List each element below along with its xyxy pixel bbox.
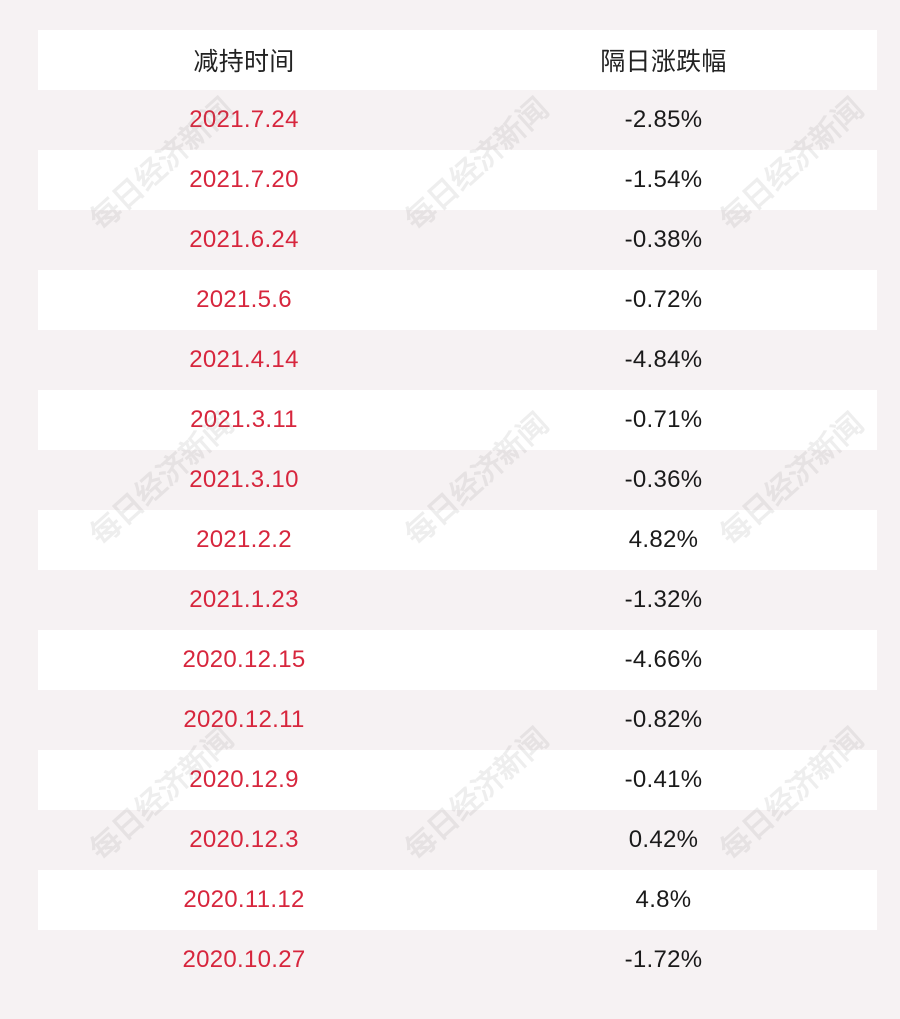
table-row: 2021.7.20 -1.54%: [38, 150, 877, 210]
reduction-date-cell: 2021.7.24: [189, 106, 299, 133]
table-row: 2020.12.3 0.42%: [38, 810, 877, 870]
reduction-date-cell: 2020.12.3: [189, 826, 299, 853]
reduction-date-cell: 2020.12.11: [183, 706, 305, 733]
reduction-date-cell: 2021.3.11: [190, 406, 298, 433]
reduction-date-cell: 2021.4.14: [189, 346, 299, 373]
next-day-change-cell: -0.72%: [624, 286, 703, 313]
table-row: 2021.4.14 -4.84%: [38, 330, 877, 390]
next-day-change-cell: -1.54%: [624, 166, 703, 193]
reduction-date-cell: 2021.7.20: [189, 166, 299, 193]
reduction-date-cell: 2020.12.15: [182, 646, 306, 673]
next-day-change-cell: 0.42%: [628, 826, 699, 853]
table-row: 2021.3.10 -0.36%: [38, 450, 877, 510]
reduction-date-cell: 2020.10.27: [182, 946, 306, 973]
reduction-date-cell: 2021.3.10: [189, 466, 299, 493]
next-day-change-cell: 4.82%: [628, 526, 699, 553]
table-body: 2021.7.24 -2.85% 2021.7.20 -1.54% 2021.6.24 -…: [38, 90, 877, 990]
table-row: 2020.12.15 -4.66%: [38, 630, 877, 690]
next-day-change-cell: 4.8%: [635, 886, 692, 913]
next-day-change-cell: -2.85%: [624, 106, 703, 133]
next-day-change-cell: -4.66%: [624, 646, 703, 673]
header-next-day-change: 隔日涨跌幅: [600, 48, 727, 76]
reduction-date-cell: 2021.1.23: [189, 586, 299, 613]
next-day-change-cell: -0.41%: [624, 766, 703, 793]
next-day-change-cell: -0.71%: [624, 406, 703, 433]
table-row: 2021.2.2 4.82%: [38, 510, 877, 570]
reduction-date-cell: 2021.5.6: [196, 286, 292, 313]
table-header-row: 减持时间 隔日涨跌幅: [38, 30, 877, 90]
next-day-change-cell: -0.36%: [624, 466, 703, 493]
reduction-table: 减持时间 隔日涨跌幅 2021.7.24 -2.85% 2021.7.20 -1.54…: [38, 30, 877, 990]
table-row: 2021.1.23 -1.32%: [38, 570, 877, 630]
next-day-change-cell: -1.72%: [624, 946, 703, 973]
table-row: 2021.5.6 -0.72%: [38, 270, 877, 330]
table-row: 2020.12.11 -0.82%: [38, 690, 877, 750]
next-day-change-cell: -0.38%: [624, 226, 703, 253]
table-row: 2020.11.12 4.8%: [38, 870, 877, 930]
table-row: 2021.3.11 -0.71%: [38, 390, 877, 450]
table-row: 2020.10.27 -1.72%: [38, 930, 877, 990]
reduction-date-cell: 2021.2.2: [196, 526, 292, 553]
reduction-date-cell: 2021.6.24: [189, 226, 299, 253]
table-row: 2021.7.24 -2.85%: [38, 90, 877, 150]
reduction-date-cell: 2020.12.9: [189, 766, 299, 793]
next-day-change-cell: -0.82%: [624, 706, 703, 733]
reduction-date-cell: 2020.11.12: [183, 886, 305, 913]
next-day-change-cell: -4.84%: [624, 346, 703, 373]
next-day-change-cell: -1.32%: [624, 586, 703, 613]
header-reduction-date: 减持时间: [193, 48, 295, 76]
table-row: 2021.6.24 -0.38%: [38, 210, 877, 270]
table-row: 2020.12.9 -0.41%: [38, 750, 877, 810]
